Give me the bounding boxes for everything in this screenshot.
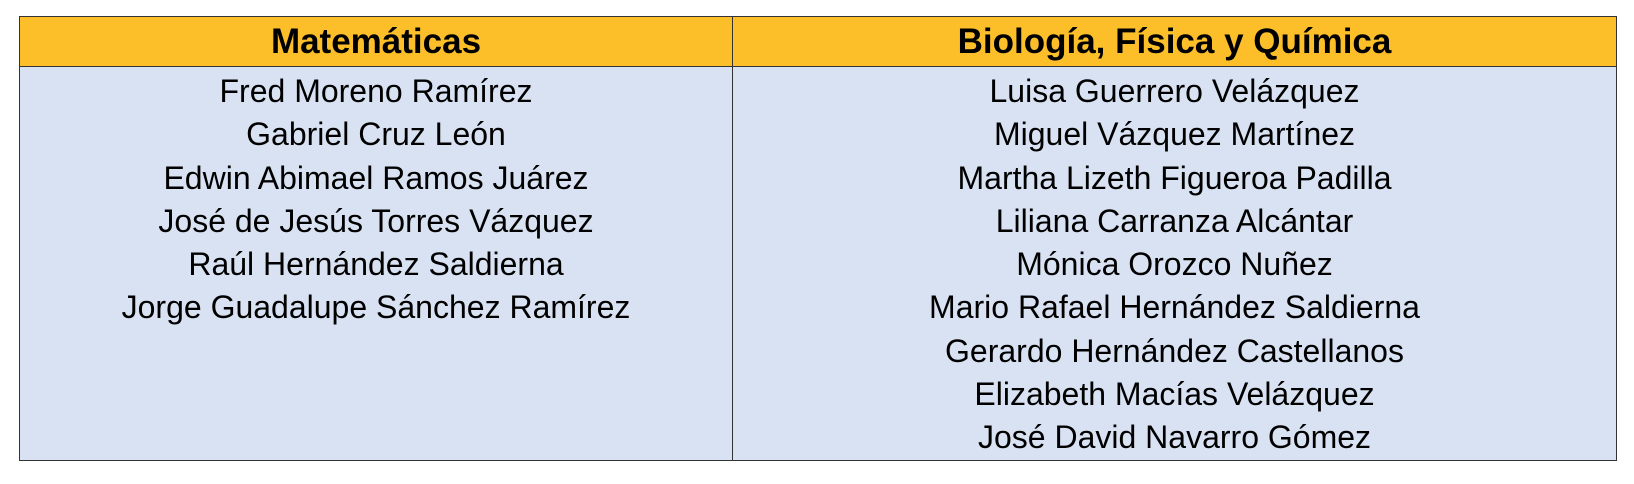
staff-table: Matemáticas Biología, Física y Química F… xyxy=(19,16,1617,461)
teacher-name: Raúl Hernández Saldierna xyxy=(188,246,564,283)
teacher-name: Mónica Orozco Nuñez xyxy=(1016,246,1333,283)
column-matematicas: Fred Moreno Ramírez Gabriel Cruz León Edwi… xyxy=(20,67,733,460)
teacher-name: Mario Rafael Hernández Saldierna xyxy=(929,289,1420,326)
teacher-name: Gerardo Hernández Castellanos xyxy=(945,332,1404,369)
teacher-name: Martha Lizeth Figueroa Padilla xyxy=(957,159,1392,196)
teacher-name: Edwin Abimael Ramos Juárez xyxy=(163,159,589,196)
teacher-name: Miguel Vázquez Martínez xyxy=(993,116,1356,153)
teacher-name: Liliana Carranza Alcántar xyxy=(995,202,1354,239)
teacher-name: Elizabeth Macías Velázquez xyxy=(974,376,1375,413)
header-matematicas: Matemáticas xyxy=(20,17,733,67)
teacher-name: Fred Moreno Ramírez xyxy=(219,73,533,109)
teacher-name: José David Navarro Gómez xyxy=(977,419,1372,456)
column-biologia-fisica-quimica: Luisa Guerrero Velázquez Miguel Vázquez M… xyxy=(733,67,1616,460)
teacher-name: José de Jesús Torres Vázquez xyxy=(158,202,594,239)
teacher-name: Luisa Guerrero Velázquez xyxy=(989,73,1360,109)
teacher-name: Jorge Guadalupe Sánchez Ramírez xyxy=(121,289,631,326)
teacher-name: Gabriel Cruz León xyxy=(246,116,506,153)
header-biologia-fisica-quimica: Biología, Física y Química xyxy=(733,17,1616,67)
